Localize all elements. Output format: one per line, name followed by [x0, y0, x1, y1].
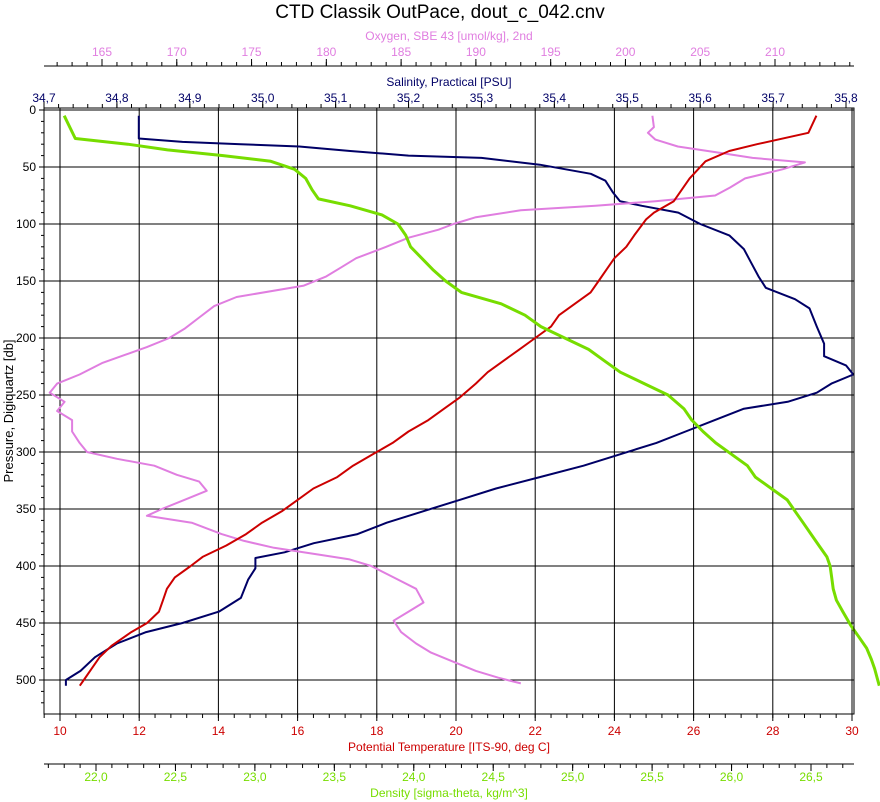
temperature-tick-label: 10 — [53, 724, 67, 738]
oxygen-tick-label: 170 — [167, 45, 187, 59]
temperature-tick-label: 14 — [212, 724, 226, 738]
density-tick-label: 26,5 — [799, 770, 823, 784]
temperature-tick-label: 12 — [133, 724, 147, 738]
density-tick-label: 24,5 — [482, 770, 506, 784]
plot-frame — [43, 107, 855, 715]
oxygen-tick-label: 180 — [316, 45, 336, 59]
pressure-tick-label: 250 — [16, 388, 36, 402]
temperature-tick-label: 20 — [449, 724, 463, 738]
pressure-tick-label: 300 — [16, 445, 36, 459]
temperature-tick-label: 18 — [370, 724, 384, 738]
series-line-temperature — [78, 115, 818, 687]
oxygen-tick-label: 205 — [690, 45, 710, 59]
pressure-tick-label: 100 — [16, 217, 36, 231]
pressure-tick-label: 400 — [16, 559, 36, 573]
salinity-tick-label: 35,8 — [834, 91, 858, 105]
oxygen-tick-label: 200 — [615, 45, 635, 59]
pressure-tick-label: 500 — [16, 673, 36, 687]
salinity-tick-label: 35,1 — [324, 91, 348, 105]
density-axis-label: Density [sigma-theta, kg/m^3] — [370, 786, 528, 800]
chart-title: CTD Classik OutPace, dout_c_042.cnv — [275, 2, 605, 23]
temperature-tick-label: 24 — [608, 724, 622, 738]
temperature-tick-label: 16 — [291, 724, 305, 738]
density-tick-label: 26,0 — [720, 770, 744, 784]
pressure-tick-label: 200 — [16, 331, 36, 345]
series-line-salinity — [64, 115, 855, 686]
density-tick-label: 22,0 — [84, 770, 108, 784]
salinity-tick-label: 35,5 — [616, 91, 640, 105]
data-series — [48, 115, 880, 687]
salinity-tick-label: 35,2 — [397, 91, 421, 105]
salinity-tick-label: 35,0 — [251, 91, 275, 105]
oxygen-tick-label: 195 — [541, 45, 561, 59]
y-axis-label: Pressure, Digiquartz [db] — [1, 339, 16, 482]
temperature-tick-label: 28 — [766, 724, 780, 738]
grid-lines — [44, 108, 854, 714]
pressure-tick-label: 50 — [23, 160, 37, 174]
oxygen-tick-label: 210 — [765, 45, 785, 59]
pressure-tick-label: 0 — [29, 103, 36, 117]
series-line-oxygen — [48, 115, 806, 685]
oxygen-tick-label: 175 — [242, 45, 262, 59]
salinity-tick-label: 34,9 — [178, 91, 202, 105]
salinity-tick-label: 35,6 — [689, 91, 713, 105]
temperature-tick-label: 26 — [687, 724, 701, 738]
density-tick-label: 24,0 — [402, 770, 426, 784]
salinity-tick-label: 35,4 — [543, 91, 567, 105]
density-tick-label: 25,0 — [561, 770, 585, 784]
temperature-tick-label: 30 — [845, 724, 859, 738]
temperature-axis-label: Potential Temperature [ITS-90, deg C] — [348, 740, 550, 754]
oxygen-tick-label: 190 — [466, 45, 486, 59]
oxygen-tick-label: 185 — [391, 45, 411, 59]
salinity-tick-label: 35,7 — [761, 91, 785, 105]
density-tick-label: 25,5 — [640, 770, 664, 784]
temperature-tick-label: 22 — [529, 724, 543, 738]
oxygen-tick-label: 165 — [92, 45, 112, 59]
density-tick-label: 23,0 — [243, 770, 267, 784]
pressure-tick-label: 450 — [16, 616, 36, 630]
salinity-tick-label: 34,8 — [105, 91, 129, 105]
salinity-axis-label: Salinity, Practical [PSU] — [386, 75, 511, 89]
density-tick-label: 23,5 — [323, 770, 347, 784]
pressure-tick-label: 350 — [16, 502, 36, 516]
density-tick-label: 22,5 — [164, 770, 188, 784]
series-line-density — [62, 115, 880, 687]
salinity-tick-label: 35,3 — [470, 91, 494, 105]
oxygen-axis-label: Oxygen, SBE 43 [umol/kg], 2nd — [365, 29, 532, 43]
salinity-tick-label: 34,7 — [32, 91, 56, 105]
pressure-tick-label: 150 — [16, 274, 36, 288]
